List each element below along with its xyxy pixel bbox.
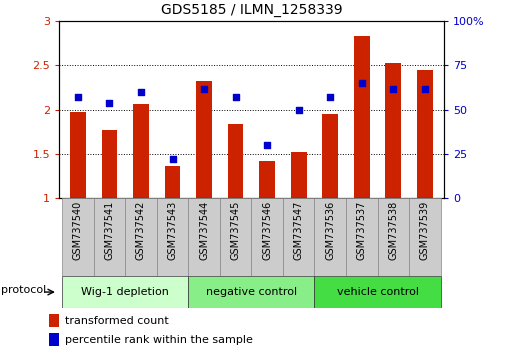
- Bar: [385, 63, 401, 198]
- Bar: [220, 198, 251, 276]
- Bar: [94, 198, 125, 276]
- Text: protocol: protocol: [1, 285, 47, 296]
- Text: GSM737541: GSM737541: [105, 201, 114, 260]
- Text: GSM737546: GSM737546: [262, 201, 272, 260]
- Bar: [133, 104, 149, 198]
- Text: vehicle control: vehicle control: [337, 287, 419, 297]
- Bar: [102, 130, 117, 198]
- Bar: [283, 198, 314, 276]
- Text: percentile rank within the sample: percentile rank within the sample: [65, 335, 253, 345]
- Bar: [188, 198, 220, 276]
- Point: [137, 89, 145, 95]
- Point: [200, 86, 208, 91]
- Bar: [346, 198, 378, 276]
- Text: GSM737543: GSM737543: [168, 201, 177, 260]
- Point: [358, 80, 366, 86]
- Bar: [251, 198, 283, 276]
- Bar: [49, 333, 59, 346]
- Text: GSM737540: GSM737540: [73, 201, 83, 260]
- Bar: [314, 198, 346, 276]
- Text: GSM737547: GSM737547: [293, 201, 304, 260]
- Bar: [228, 124, 244, 198]
- Point: [74, 95, 82, 100]
- Text: transformed count: transformed count: [65, 316, 169, 326]
- Text: negative control: negative control: [206, 287, 297, 297]
- Text: Wig-1 depletion: Wig-1 depletion: [81, 287, 169, 297]
- Bar: [354, 36, 370, 198]
- Text: GSM737544: GSM737544: [199, 201, 209, 260]
- Text: GSM737542: GSM737542: [136, 201, 146, 260]
- Bar: [165, 166, 181, 198]
- Point: [326, 95, 334, 100]
- Bar: [62, 198, 94, 276]
- Point: [389, 86, 398, 91]
- Point: [263, 142, 271, 148]
- Bar: [409, 198, 441, 276]
- Text: GSM737545: GSM737545: [231, 201, 241, 260]
- Bar: [291, 152, 307, 198]
- Bar: [125, 198, 157, 276]
- Point: [231, 95, 240, 100]
- Bar: [259, 161, 275, 198]
- Point: [168, 156, 176, 162]
- Point: [421, 86, 429, 91]
- Bar: [62, 276, 188, 308]
- Text: GSM737538: GSM737538: [388, 201, 398, 260]
- Bar: [314, 276, 441, 308]
- Text: GSM737539: GSM737539: [420, 201, 430, 260]
- Point: [105, 100, 113, 105]
- Text: GSM737536: GSM737536: [325, 201, 335, 260]
- Bar: [49, 314, 59, 327]
- Bar: [322, 114, 338, 198]
- Point: [294, 107, 303, 113]
- Title: GDS5185 / ILMN_1258339: GDS5185 / ILMN_1258339: [161, 4, 342, 17]
- Bar: [378, 198, 409, 276]
- Bar: [157, 198, 188, 276]
- Bar: [196, 81, 212, 198]
- Bar: [70, 113, 86, 198]
- Text: GSM737537: GSM737537: [357, 201, 367, 260]
- Bar: [417, 70, 432, 198]
- Bar: [188, 276, 314, 308]
